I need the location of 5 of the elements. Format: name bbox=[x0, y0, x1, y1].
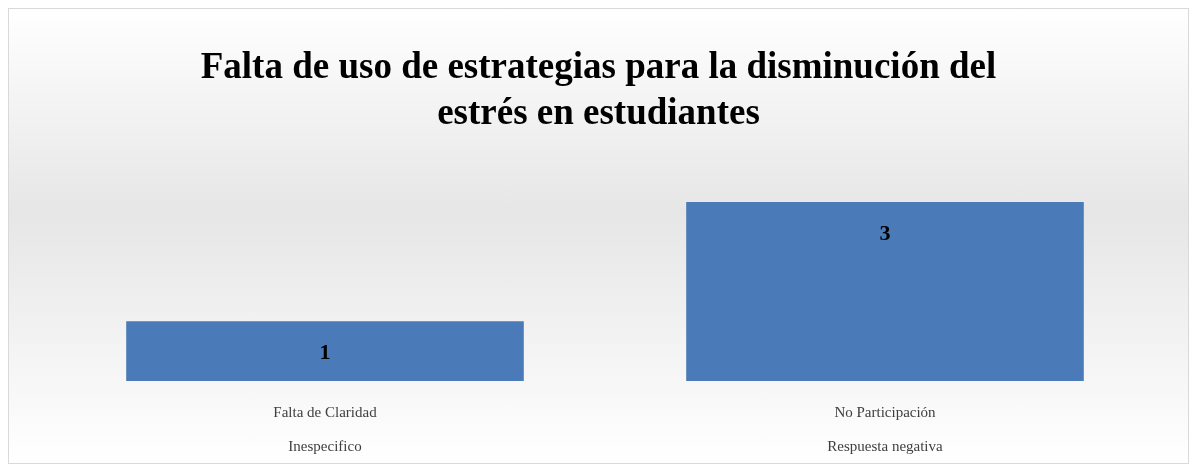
category-label: No Participación Respuesta negativa bbox=[827, 404, 943, 454]
chart-title: Falta de uso de estrategias para la disminución del estrés en estudiantes bbox=[200, 44, 997, 132]
data-label: 3 bbox=[879, 219, 891, 245]
data-label: 1 bbox=[319, 338, 331, 364]
category-label: Falta de Claridad Inespecifico bbox=[273, 404, 377, 454]
